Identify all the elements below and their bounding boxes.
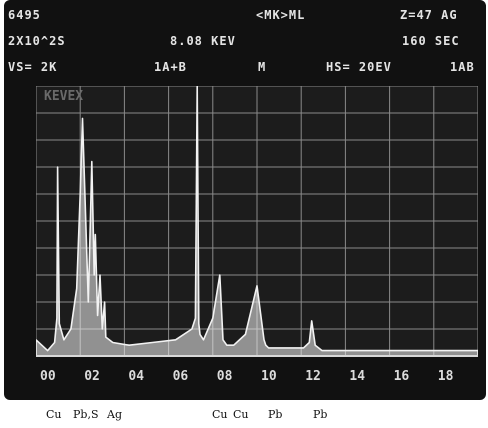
spectrum-id: 6495	[8, 8, 41, 22]
x-tick-label: 18	[438, 369, 454, 384]
element-label-ag: Ag	[107, 408, 122, 421]
element-label-pb-2: Pb	[313, 408, 328, 421]
x-tick-label: 08	[217, 369, 233, 384]
horizontal-scale: HS= 20EV	[326, 60, 392, 74]
x-tick-label: 06	[173, 369, 189, 384]
x-tick-label: 10	[261, 369, 277, 384]
vertical-scale: VS= 2K	[8, 60, 58, 74]
x-tick-label: 16	[394, 369, 410, 384]
element-label-pb-s: Pb,S	[73, 408, 99, 421]
element-label-pb-1: Pb	[268, 408, 283, 421]
spectrum-trace	[36, 86, 478, 357]
element-indicator: Z=47 AG	[400, 8, 458, 22]
live-time: 160 SEC	[402, 34, 460, 48]
brand-label: KEVEX	[44, 89, 83, 104]
x-tick-label: 14	[349, 369, 365, 384]
element-label-cu-3: Cu	[233, 408, 249, 421]
element-label-cu-1: Cu	[46, 408, 62, 421]
mode-indicator: <MK>ML	[256, 8, 306, 22]
x-tick-label: 02	[84, 369, 100, 384]
spectrum-chart: 00 02 04 06 08 10 12 14 16 18 KEVEX	[36, 86, 478, 384]
x-tick-label: 00	[40, 369, 56, 384]
count-scale: 2X10^2S	[8, 34, 66, 48]
display-memory: 1A+B	[154, 60, 187, 74]
spectrum-plot: 00 02 04 06 08 10 12 14 16 18 KEVEX	[36, 86, 478, 386]
memory-group: 1AB	[450, 60, 475, 74]
cursor-energy: 8.08 KEV	[170, 34, 236, 48]
marker-mode: M	[258, 60, 267, 74]
element-label-cu-2: Cu	[212, 408, 228, 421]
x-tick-label: 04	[128, 369, 144, 384]
x-tick-label: 12	[305, 369, 321, 384]
oscilloscope-screen: 6495 <MK>ML Z=47 AG 2X10^2S 8.08 KEV 160…	[4, 0, 486, 400]
